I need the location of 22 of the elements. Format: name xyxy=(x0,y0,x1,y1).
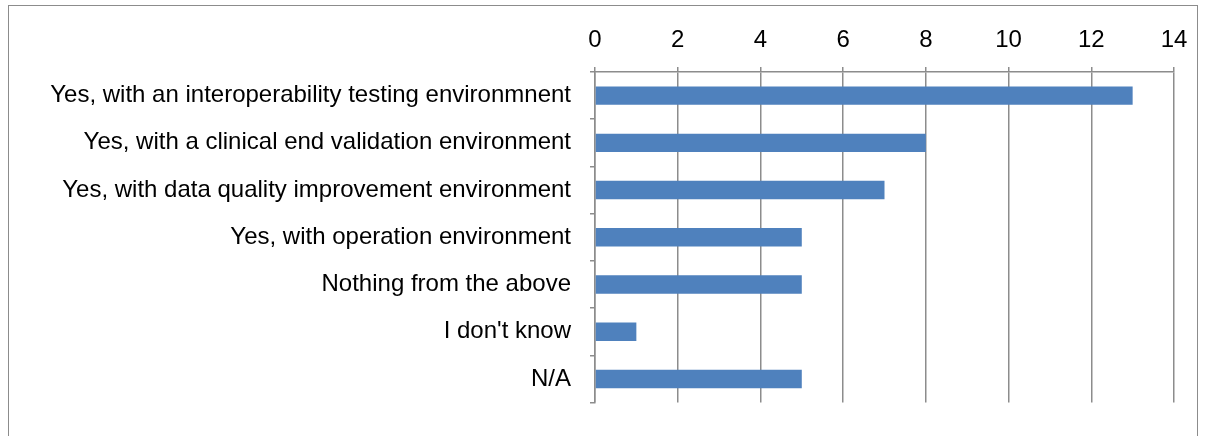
x-tick-label: 10 xyxy=(995,25,1022,53)
x-tick-label: 12 xyxy=(1077,25,1105,53)
bar xyxy=(595,322,637,341)
y-tick-label: Yes, with operation environment xyxy=(230,221,572,249)
y-tick-label: I don't know xyxy=(443,316,572,344)
y-tick-label: Yes, with data quality improvement environment xyxy=(62,174,572,202)
y-tick-label: Yes, with an interoperability testing environmnent xyxy=(50,80,572,108)
x-tick-label: 8 xyxy=(919,25,933,53)
bar xyxy=(595,369,802,389)
y-tick-label: Yes, with a clinical end validation environment xyxy=(83,127,572,155)
bar xyxy=(595,228,802,247)
x-tick-label: 2 xyxy=(671,25,685,53)
x-tick-label: 14 xyxy=(1160,25,1188,53)
bar xyxy=(595,133,926,153)
x-tick-label: 4 xyxy=(753,25,768,53)
y-tick-label: N/A xyxy=(530,363,571,391)
x-tick-label: 6 xyxy=(836,25,850,53)
x-tick-label: 0 xyxy=(588,25,602,53)
bar xyxy=(595,180,885,200)
bar xyxy=(595,275,802,294)
y-tick-label: Nothing from the above xyxy=(321,269,571,297)
bar xyxy=(595,86,1133,105)
